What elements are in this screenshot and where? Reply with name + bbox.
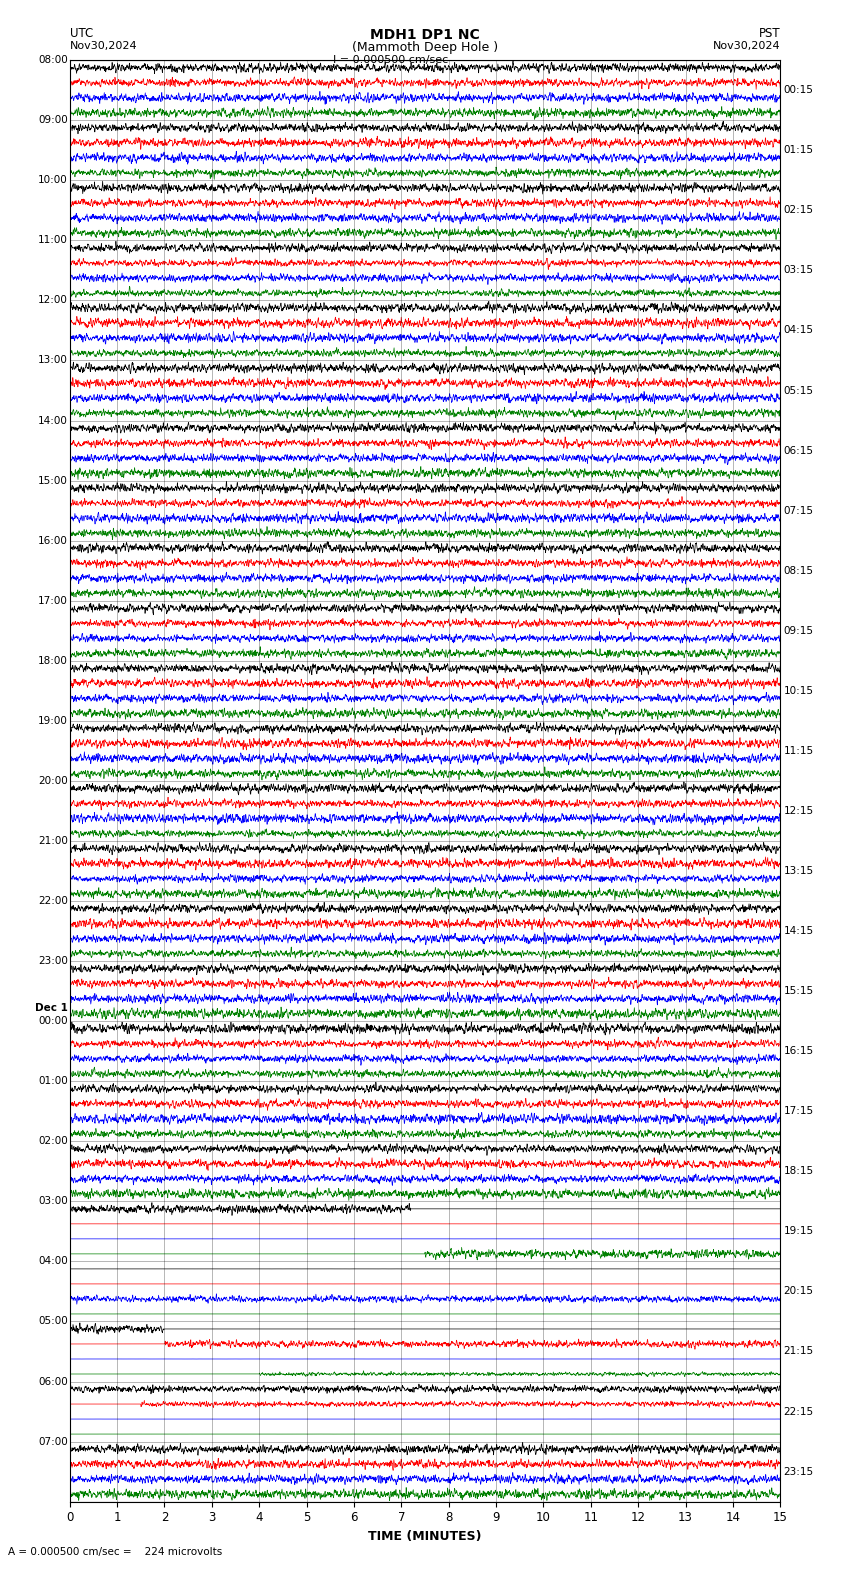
Text: 22:00: 22:00 — [38, 897, 68, 906]
Text: 22:15: 22:15 — [784, 1407, 813, 1416]
Text: 07:15: 07:15 — [784, 505, 813, 516]
Text: 23:00: 23:00 — [38, 957, 68, 966]
Text: I = 0.000500 cm/sec: I = 0.000500 cm/sec — [333, 55, 449, 65]
Text: Dec 1: Dec 1 — [35, 1003, 68, 1014]
Text: 17:00: 17:00 — [38, 596, 68, 605]
Text: 12:15: 12:15 — [784, 806, 813, 816]
Text: 01:00: 01:00 — [38, 1076, 68, 1087]
X-axis label: TIME (MINUTES): TIME (MINUTES) — [368, 1530, 482, 1543]
Text: 02:15: 02:15 — [784, 206, 813, 215]
Text: 01:15: 01:15 — [784, 146, 813, 155]
Text: 19:00: 19:00 — [38, 716, 68, 725]
Text: 09:00: 09:00 — [38, 116, 68, 125]
Text: 23:15: 23:15 — [784, 1467, 813, 1476]
Text: PST: PST — [759, 27, 780, 40]
Text: 04:00: 04:00 — [38, 1256, 68, 1266]
Text: 03:00: 03:00 — [38, 1196, 68, 1207]
Text: 10:00: 10:00 — [38, 176, 68, 185]
Text: 19:15: 19:15 — [784, 1226, 813, 1237]
Text: 21:15: 21:15 — [784, 1346, 813, 1356]
Text: 08:00: 08:00 — [38, 55, 68, 65]
Text: 18:00: 18:00 — [38, 656, 68, 665]
Text: 04:15: 04:15 — [784, 325, 813, 336]
Text: 18:15: 18:15 — [784, 1166, 813, 1177]
Text: 21:00: 21:00 — [38, 836, 68, 846]
Text: 11:15: 11:15 — [784, 746, 813, 756]
Text: 00:15: 00:15 — [784, 86, 813, 95]
Text: 14:00: 14:00 — [38, 415, 68, 426]
Text: 08:15: 08:15 — [784, 565, 813, 575]
Text: 11:00: 11:00 — [38, 236, 68, 246]
Text: 05:15: 05:15 — [784, 385, 813, 396]
Text: 06:15: 06:15 — [784, 445, 813, 456]
Text: 15:00: 15:00 — [38, 475, 68, 486]
Text: A = 0.000500 cm/sec =    224 microvolts: A = 0.000500 cm/sec = 224 microvolts — [8, 1548, 223, 1557]
Text: 05:00: 05:00 — [38, 1316, 68, 1326]
Text: Nov30,2024: Nov30,2024 — [712, 41, 780, 51]
Text: 03:15: 03:15 — [784, 266, 813, 276]
Text: 00:00: 00:00 — [38, 1017, 68, 1026]
Text: 07:00: 07:00 — [38, 1437, 68, 1446]
Text: 10:15: 10:15 — [784, 686, 813, 695]
Text: 17:15: 17:15 — [784, 1106, 813, 1117]
Text: 12:00: 12:00 — [38, 296, 68, 306]
Text: 06:00: 06:00 — [38, 1376, 68, 1386]
Text: Nov30,2024: Nov30,2024 — [70, 41, 138, 51]
Text: MDH1 DP1 NC: MDH1 DP1 NC — [370, 29, 480, 41]
Text: 16:15: 16:15 — [784, 1045, 813, 1057]
Text: 09:15: 09:15 — [784, 626, 813, 635]
Text: 15:15: 15:15 — [784, 987, 813, 996]
Text: UTC: UTC — [70, 27, 93, 40]
Text: 20:00: 20:00 — [38, 776, 68, 786]
Text: 13:15: 13:15 — [784, 866, 813, 876]
Text: 20:15: 20:15 — [784, 1286, 813, 1296]
Text: 13:00: 13:00 — [38, 355, 68, 366]
Text: 16:00: 16:00 — [38, 535, 68, 545]
Text: 02:00: 02:00 — [38, 1136, 68, 1147]
Text: (Mammoth Deep Hole ): (Mammoth Deep Hole ) — [352, 41, 498, 54]
Text: 14:15: 14:15 — [784, 927, 813, 936]
